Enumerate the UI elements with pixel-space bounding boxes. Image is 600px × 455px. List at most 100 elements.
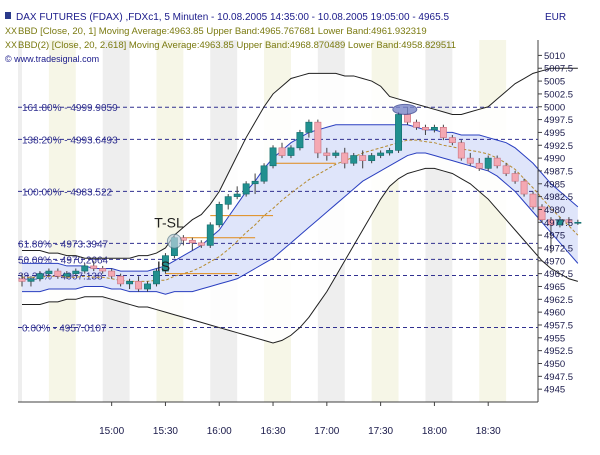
lower-band-inner (22, 152, 579, 295)
candle-body (377, 152, 385, 156)
y-tick-label: 4975 (544, 231, 565, 242)
candle-body (547, 219, 555, 226)
candle-body (502, 165, 510, 174)
candle-body (215, 204, 223, 226)
candle-body (108, 270, 116, 277)
top-marker (392, 103, 418, 115)
candle-body (341, 152, 349, 164)
fib-label: 38.20% - 4967.138 (18, 271, 103, 282)
candle-body (314, 121, 322, 154)
candle-body (36, 273, 44, 280)
candle-body (404, 114, 411, 123)
candle-body (538, 206, 546, 221)
y-tick-label: 4992.5 (544, 141, 573, 152)
y-tick-label: 5005 (544, 77, 565, 88)
candle-body (206, 224, 214, 246)
copyright: © www.tradesignal.com (5, 54, 99, 64)
fib-label: 61.80% - 4973.3947 (18, 239, 109, 250)
candle-body (422, 126, 429, 131)
session-shade (425, 40, 453, 402)
band-lines (22, 67, 579, 344)
indicator-xx-icon: XX (5, 26, 17, 36)
candle-body (90, 265, 98, 269)
candle-body (54, 270, 62, 277)
candle-body (188, 239, 196, 244)
candle-body (511, 173, 519, 182)
fib-label: 0.00% - 4957.0107 (22, 323, 107, 334)
y-tick-label: 5002.5 (544, 89, 573, 100)
y-tick-label: 4962.5 (544, 295, 573, 306)
candle-body (565, 219, 573, 223)
indicator-bbd2: BBD(2) [Close, 20, 2.618] Moving Average… (18, 40, 456, 51)
annotation-label: T-SL (154, 214, 184, 230)
fib-label: 138.20% - 4993.6493 (22, 135, 118, 146)
y-tick-label: 4982.5 (544, 192, 573, 203)
y-tick-label: 4957.5 (544, 320, 573, 331)
candle-body (466, 157, 474, 164)
session-shade (18, 40, 22, 402)
candle-body (395, 114, 402, 151)
y-tick-label: 4955 (544, 333, 565, 344)
candle-body (484, 157, 492, 169)
y-tick-label: 5000 (544, 102, 565, 113)
candle-body (63, 273, 71, 277)
trailing-stop-lines (165, 162, 336, 275)
session-shade (48, 40, 76, 402)
candle-body (162, 255, 169, 272)
candle-body (135, 281, 142, 290)
candle-body (475, 162, 483, 169)
currency-label: EUR (545, 12, 566, 23)
candle-body (368, 155, 376, 161)
y-tick-label: 5007.5 (544, 64, 573, 75)
candle-body (529, 193, 537, 208)
upper-band-outer (22, 67, 578, 259)
y-tick-label: 4960 (544, 308, 565, 319)
candle-body (233, 193, 241, 197)
candle-body (520, 180, 528, 195)
candle-body (448, 137, 456, 143)
x-tick-label: 15:00 (99, 426, 124, 437)
x-tick-label: 18:00 (422, 426, 447, 437)
y-tick-label: 4977.5 (544, 218, 573, 229)
candles (18, 106, 582, 292)
moving-average (22, 139, 579, 282)
y-tick-label: 4972.5 (544, 243, 573, 254)
candle-body (99, 268, 107, 272)
y-tick-label: 4952.5 (544, 346, 573, 357)
candle-body (251, 180, 259, 185)
candle-body (493, 157, 501, 167)
candle-body (350, 155, 358, 164)
candle-body (126, 281, 134, 285)
markers (166, 103, 418, 249)
x-tick-label: 18:30 (476, 426, 501, 437)
indicator-bbd1: BBD [Close, 20, 1] Moving Average:4963.8… (18, 26, 427, 37)
candle-body (359, 155, 367, 161)
x-tick-label: 16:00 (207, 426, 232, 437)
header: DAX FUTURES (FDAX) ,FDXc1, 5 Minuten - 1… (5, 12, 566, 64)
candle-body (278, 147, 286, 156)
inner-band-fill (22, 124, 578, 295)
candle-body (153, 270, 160, 285)
candle-body (27, 278, 35, 282)
candle-body (556, 219, 564, 226)
candle-body (305, 121, 313, 133)
fib-label: 50.00% - 4970.2664 (18, 255, 109, 266)
annotations: T-SL IS (154, 214, 184, 274)
y-tick-label: 4980 (544, 205, 565, 216)
x-tick-label: 17:00 (314, 426, 339, 437)
annotation-label: IS (157, 258, 170, 274)
candle-body (260, 165, 268, 182)
candle-body (574, 221, 582, 224)
candle-body (224, 196, 232, 205)
y-tick-label: 4950 (544, 359, 565, 370)
candle-body (81, 265, 89, 272)
candle-body (18, 278, 26, 282)
y-tick-label: 4947.5 (544, 372, 573, 383)
lower-band-outer (22, 167, 578, 344)
header-title: DAX FUTURES (FDAX) ,FDXc1, 5 Minuten - 1… (16, 12, 449, 23)
session-shade (156, 40, 184, 402)
y-tick-label: 4985 (544, 179, 565, 190)
x-tick-label: 16:30 (261, 426, 286, 437)
